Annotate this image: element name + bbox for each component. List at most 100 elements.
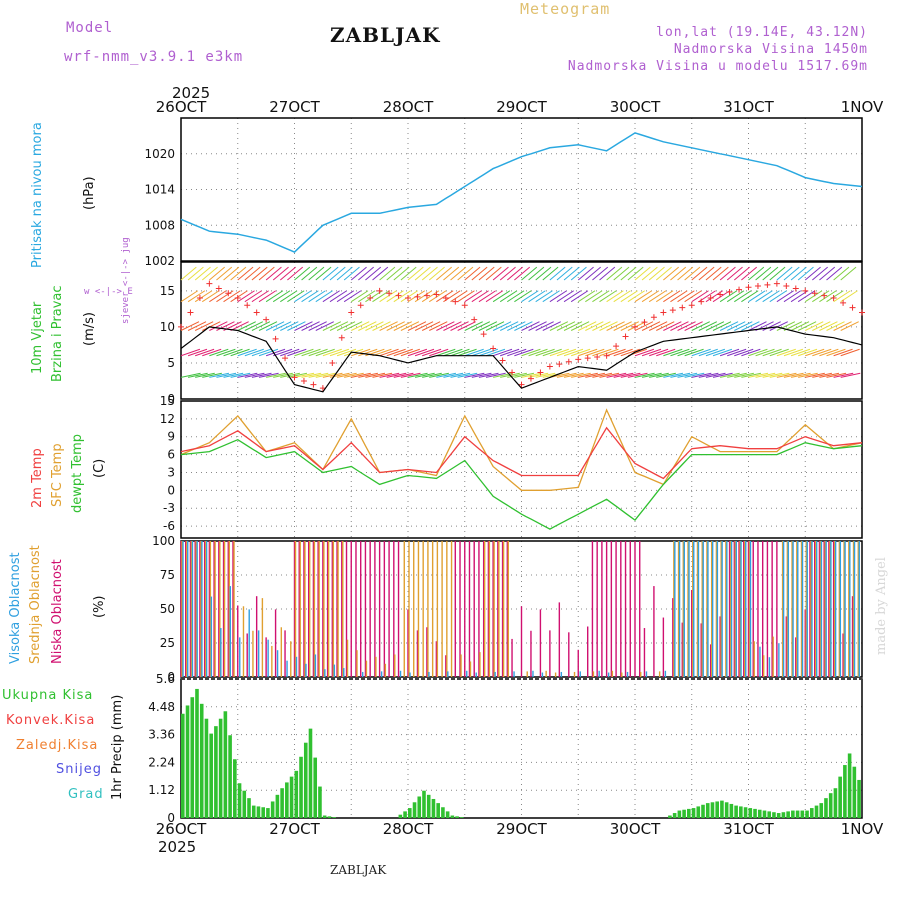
wind-barb <box>436 321 455 331</box>
wind-barb <box>443 266 460 281</box>
wind-barb <box>783 348 804 357</box>
wind-gust-marker <box>641 319 648 326</box>
wind-gust-marker <box>433 291 440 298</box>
wind-barb <box>528 372 549 378</box>
wind-barb <box>663 266 680 281</box>
wind-barb <box>783 372 804 378</box>
wind-barb <box>471 348 491 357</box>
wind-barb <box>563 348 584 357</box>
wind-barb <box>719 321 739 331</box>
wind-gust-marker <box>717 291 724 298</box>
wind-barb <box>195 348 215 357</box>
wind-barb <box>592 290 610 303</box>
wind-barb <box>272 321 292 331</box>
wind-barb <box>287 266 304 281</box>
date-label-bottom: 1NOV <box>840 820 884 838</box>
wind-barb <box>627 321 647 331</box>
wind-barb <box>542 348 562 357</box>
date-label-top: 30OCT <box>609 98 661 116</box>
temp-dew-line <box>180 438 863 530</box>
precip-bar <box>838 776 842 818</box>
wind-barb <box>499 290 518 303</box>
wind-barb <box>372 372 393 378</box>
wind-barb <box>223 348 243 357</box>
precip-bar <box>322 815 327 818</box>
wind-barb <box>528 321 547 331</box>
wind-barb <box>436 372 457 378</box>
precip-bar <box>450 815 455 818</box>
wind-barb <box>194 321 214 331</box>
wind-barb <box>279 266 296 281</box>
wind-barb <box>613 348 633 357</box>
wind-gust-marker <box>764 281 771 288</box>
wind-barb <box>209 321 228 331</box>
wind-barb <box>620 266 637 281</box>
wind-barb <box>180 321 200 331</box>
wind-barb <box>726 266 743 281</box>
wind-barb <box>201 266 218 281</box>
wind-barb <box>684 266 701 281</box>
precip-bar <box>285 782 289 818</box>
precip-bar <box>757 809 762 818</box>
precip-bar <box>204 718 209 818</box>
wind-barb <box>797 290 816 303</box>
wind-barb <box>570 348 591 357</box>
wind-barb <box>457 290 475 303</box>
wind-barb <box>656 372 676 378</box>
precip-bar <box>814 805 819 818</box>
wind-barb <box>656 290 674 303</box>
wind-gust-marker <box>622 333 629 340</box>
wind-barb <box>478 372 499 378</box>
wind-gust-marker <box>509 369 516 376</box>
wind-barb <box>804 266 821 281</box>
wind-barb <box>577 266 594 281</box>
wind-barb <box>634 321 654 331</box>
wind-barb <box>521 290 539 303</box>
wind-gust-marker <box>442 295 449 302</box>
y-tick-label: 0 <box>167 483 175 497</box>
wind-barb <box>840 321 859 331</box>
wind-barb <box>258 321 278 331</box>
wind-barb <box>514 372 535 378</box>
wind-barb <box>542 321 561 331</box>
precip-bar <box>710 802 715 818</box>
wind-barb <box>216 321 235 331</box>
wind-barb <box>790 266 807 281</box>
wind-barb <box>535 348 555 357</box>
wind-barb <box>358 348 378 357</box>
precip-bar <box>275 794 280 818</box>
wind-barb <box>273 348 293 357</box>
precip-bar <box>303 742 308 818</box>
y-tick-label: 0 <box>167 811 175 825</box>
wind-barb <box>343 321 363 331</box>
precip-bar <box>266 808 270 818</box>
wind-barb <box>365 266 382 281</box>
precip-bar <box>743 807 748 818</box>
wind-barb <box>386 348 406 357</box>
wind-gust-marker <box>603 352 610 359</box>
wind-barb <box>840 290 858 303</box>
precip-bar <box>408 808 412 818</box>
date-label-top: 1NOV <box>840 98 884 116</box>
precip-bar <box>436 803 440 818</box>
precip-bar <box>242 790 247 818</box>
wind-barb <box>436 290 454 303</box>
wind-barb <box>705 321 725 331</box>
wind-barb <box>336 348 357 357</box>
wind-barb <box>634 266 651 281</box>
wind-barb <box>422 372 442 378</box>
wind-gust-marker <box>773 280 780 287</box>
wind-barb <box>308 266 325 281</box>
wind-barb <box>705 266 722 281</box>
precip-bar <box>441 807 445 818</box>
wind-barb <box>677 372 698 378</box>
wind-barb <box>762 290 780 303</box>
precip-bar <box>682 809 686 818</box>
precip-bar <box>734 805 738 818</box>
wind-barb <box>606 290 624 303</box>
wind-barb <box>613 266 630 281</box>
wind-barb <box>464 372 485 378</box>
wind-barb <box>570 290 589 303</box>
temp-sfc-line <box>180 408 863 491</box>
station-title: ZABLJAK <box>330 23 441 47</box>
